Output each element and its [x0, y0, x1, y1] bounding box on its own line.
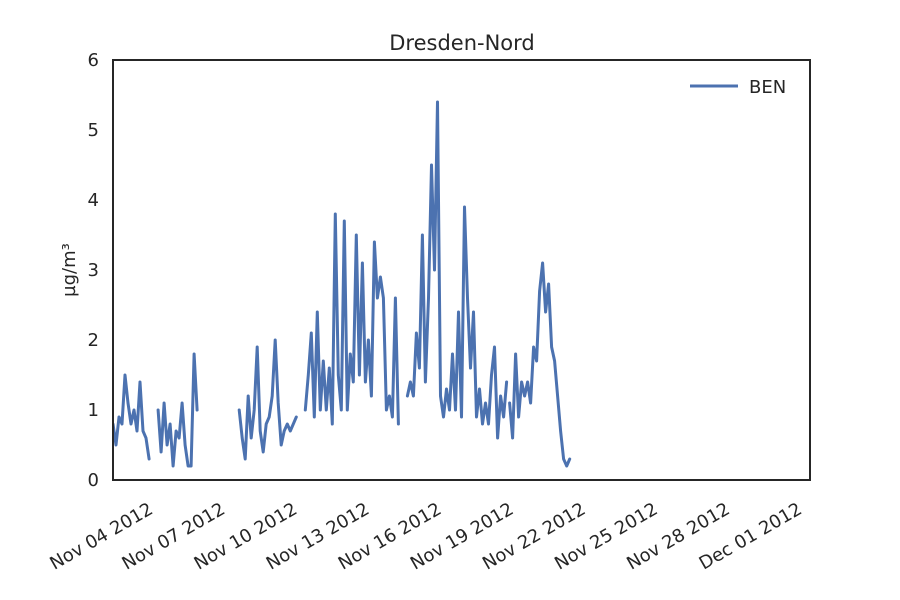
plot-frame — [112, 59, 811, 481]
y-tick-label: 0 — [88, 470, 99, 491]
series-line-segment — [405, 100, 509, 440]
series-line-segment — [508, 261, 572, 468]
legend-label-ben: BEN — [749, 77, 786, 98]
legend: BEN — [690, 77, 786, 98]
y-ticks: 0 1 2 3 4 5 6 — [88, 50, 99, 491]
y-tick-label: 4 — [88, 190, 99, 211]
series-line-segment — [237, 338, 298, 461]
series-line-segment — [156, 352, 199, 468]
y-tick-label: 2 — [88, 330, 99, 351]
y-tick-label: 3 — [88, 260, 99, 281]
y-tick-label: 6 — [88, 50, 99, 71]
y-axis-label: µg/m³ — [59, 243, 80, 297]
y-tick-label: 5 — [88, 120, 99, 141]
series-line-segment — [303, 212, 400, 426]
chart-title: Dresden-Nord — [389, 31, 535, 55]
y-tick-label: 1 — [88, 400, 99, 421]
series-line-segment — [113, 373, 151, 461]
series-ben — [113, 100, 572, 468]
